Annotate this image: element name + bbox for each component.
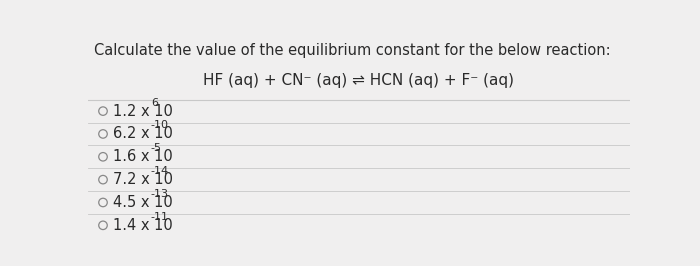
Text: 4.5 x 10: 4.5 x 10 (113, 195, 173, 210)
Text: 1.2 x 10: 1.2 x 10 (113, 103, 173, 119)
Text: 6.2 x 10: 6.2 x 10 (113, 126, 173, 142)
Text: 6: 6 (151, 98, 158, 108)
Text: 7.2 x 10: 7.2 x 10 (113, 172, 173, 187)
Text: -14: -14 (151, 166, 169, 176)
Text: HF (aq) + CN⁻ (aq) ⇌ HCN (aq) + F⁻ (aq): HF (aq) + CN⁻ (aq) ⇌ HCN (aq) + F⁻ (aq) (203, 73, 514, 89)
Text: Calculate the value of the equilibrium constant for the below reaction:: Calculate the value of the equilibrium c… (94, 43, 610, 58)
Text: 1.4 x 10: 1.4 x 10 (113, 218, 173, 233)
Text: 1.6 x 10: 1.6 x 10 (113, 149, 173, 164)
Text: -10: -10 (151, 120, 169, 131)
Text: -13: -13 (151, 189, 169, 199)
Text: -5: -5 (151, 143, 162, 153)
Text: -11: -11 (151, 212, 169, 222)
